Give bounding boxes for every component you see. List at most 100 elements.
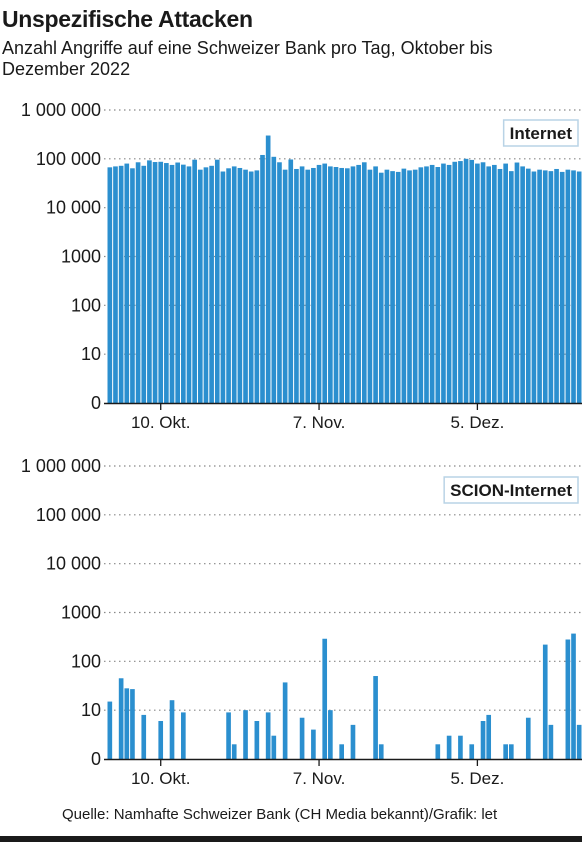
bar bbox=[237, 167, 243, 403]
bar bbox=[288, 159, 294, 403]
bar bbox=[508, 171, 514, 403]
bar bbox=[373, 166, 378, 403]
bar bbox=[525, 717, 531, 759]
bar bbox=[141, 165, 147, 403]
bar bbox=[282, 682, 288, 759]
x-tick-label: 10. Okt. bbox=[131, 769, 191, 788]
bar bbox=[328, 166, 333, 403]
bar bbox=[378, 744, 384, 759]
bar bbox=[311, 167, 316, 403]
bar bbox=[164, 163, 169, 403]
bar bbox=[305, 169, 311, 403]
bar bbox=[520, 166, 525, 403]
internet-panel: 0 10 100 1000 10 000 100 000 1 000 000 10. Okt.… bbox=[21, 100, 582, 432]
bar bbox=[361, 162, 367, 403]
x-tick-label: 5. Dez. bbox=[450, 413, 504, 432]
bar bbox=[537, 169, 542, 403]
bar bbox=[226, 168, 231, 403]
x-tick-label: 7. Nov. bbox=[293, 769, 346, 788]
scion-panel: 0 10 100 1000 10 000 100 000 1 000 000 10. Okt.… bbox=[21, 456, 582, 788]
bar bbox=[322, 163, 328, 403]
y-tick-label: 1 000 000 bbox=[21, 100, 101, 120]
bar bbox=[181, 164, 186, 403]
bar bbox=[265, 712, 271, 759]
bar bbox=[158, 161, 164, 403]
bar bbox=[531, 171, 537, 403]
bar bbox=[118, 165, 124, 403]
bar bbox=[345, 168, 350, 403]
bar bbox=[181, 712, 186, 759]
bar bbox=[107, 701, 113, 759]
bar bbox=[141, 714, 147, 759]
bar bbox=[271, 156, 277, 403]
legend-box bbox=[502, 119, 579, 147]
bar bbox=[130, 689, 135, 759]
bar bbox=[311, 729, 316, 759]
bar bbox=[328, 710, 333, 759]
bar bbox=[395, 171, 401, 403]
bar bbox=[559, 171, 565, 403]
bar bbox=[260, 154, 265, 403]
bar bbox=[135, 162, 141, 403]
legend-label: SCION-Internet bbox=[450, 481, 572, 500]
bar bbox=[475, 163, 480, 403]
bar bbox=[169, 700, 175, 759]
bar bbox=[412, 169, 418, 403]
y-tick-label: 0 bbox=[91, 393, 101, 413]
bar bbox=[486, 714, 492, 759]
bar bbox=[542, 170, 548, 403]
bar bbox=[480, 721, 486, 759]
bar bbox=[350, 166, 356, 403]
y-tick-label: 10 000 bbox=[46, 554, 101, 574]
bar bbox=[503, 163, 508, 403]
bar bbox=[378, 172, 384, 403]
y-tick-label: 1000 bbox=[61, 603, 101, 623]
bar bbox=[458, 161, 463, 403]
bar bbox=[469, 744, 475, 759]
bar bbox=[424, 166, 429, 403]
bar bbox=[407, 170, 412, 403]
bar bbox=[254, 170, 260, 403]
bar bbox=[299, 717, 305, 759]
chart-subtitle: Anzahl Angriffe auf eine Schweizer Bank … bbox=[2, 38, 493, 79]
bar bbox=[147, 160, 152, 403]
y-tick-label: 100 bbox=[71, 651, 101, 671]
legend-label: Internet bbox=[510, 124, 573, 143]
bar bbox=[452, 161, 458, 403]
bar bbox=[265, 135, 271, 403]
bar bbox=[384, 169, 390, 403]
bar bbox=[542, 644, 548, 759]
bar bbox=[446, 735, 452, 759]
bar bbox=[226, 712, 231, 759]
bar bbox=[390, 171, 395, 403]
y-tick-label: 10 000 bbox=[46, 198, 101, 218]
bar bbox=[339, 744, 344, 759]
legend-box bbox=[443, 476, 579, 504]
source-note: Quelle: Namhafte Schweizer Bank (CH Medi… bbox=[62, 806, 498, 823]
bar bbox=[350, 724, 356, 759]
bar bbox=[469, 159, 475, 403]
bar bbox=[367, 169, 373, 403]
bar bbox=[248, 171, 254, 403]
bar bbox=[243, 169, 248, 403]
bar bbox=[282, 169, 288, 403]
bar bbox=[458, 735, 463, 759]
y-tick-label: 0 bbox=[91, 749, 101, 769]
bar bbox=[492, 164, 497, 403]
bar bbox=[373, 676, 378, 759]
bar bbox=[435, 744, 441, 759]
chart-title: Unspezifische Attacken bbox=[2, 6, 253, 32]
bar bbox=[277, 162, 282, 403]
bar bbox=[294, 168, 299, 403]
y-tick-label: 1 000 000 bbox=[21, 456, 101, 476]
bar bbox=[554, 168, 559, 403]
bar bbox=[463, 158, 469, 403]
bar bbox=[514, 162, 520, 403]
bar bbox=[271, 735, 277, 759]
bar bbox=[508, 744, 514, 759]
bar bbox=[435, 167, 441, 403]
bar bbox=[231, 744, 237, 759]
bar bbox=[497, 168, 503, 403]
bar bbox=[175, 162, 181, 403]
